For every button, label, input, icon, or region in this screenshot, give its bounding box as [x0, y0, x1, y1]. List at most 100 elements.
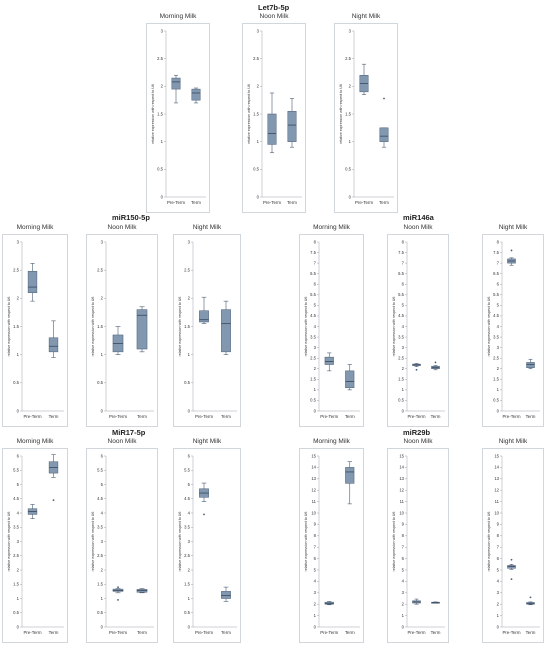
y-tick-label: 7 [402, 260, 405, 265]
y-tick-label: 9 [497, 522, 500, 527]
box-term [48, 454, 59, 502]
x-tick-label: Term [49, 630, 59, 635]
box-plot-svg: relative expression with respect to U6 0 1… [299, 448, 364, 643]
outlier-point [415, 368, 418, 371]
y-tick-label: 2.5 [184, 267, 190, 272]
y-tick-label: 3 [497, 345, 500, 350]
y-tick-label: 11 [400, 499, 405, 504]
y-tick-label: 4.5 [97, 496, 103, 501]
y-tick-label: 3.5 [13, 525, 19, 530]
panel-title: Morning Milk [313, 438, 350, 445]
y-tick-label: 3.5 [493, 334, 499, 339]
y-tick-label: 15 [399, 453, 404, 458]
x-tick-label: Pre-Term [355, 200, 373, 205]
y-tick-label: 2.5 [157, 56, 163, 61]
x-tick-label: Pre-Term [502, 630, 520, 635]
y-tick-label: 1.5 [97, 582, 103, 587]
y-tick-label: 1.5 [398, 377, 404, 382]
y-tick-label: 4.5 [310, 313, 316, 318]
box-plot-svg: relative expression with respect to U6 0 1… [387, 448, 449, 643]
x-tick-label: Term [221, 414, 231, 419]
plot-frame [387, 234, 449, 427]
x-tick-label: Term [137, 414, 147, 419]
y-tick-label: 1 [402, 387, 405, 392]
iqr-box [221, 591, 231, 599]
y-tick-label: 1.5 [345, 111, 351, 116]
box-plot-svg: relative expression with respect to U6 0 1… [482, 448, 544, 643]
box-preterm [412, 598, 421, 605]
iqr-box [287, 110, 297, 142]
y-tick-label: 1.5 [253, 111, 259, 116]
box-term [48, 320, 59, 358]
y-tick-label: 2 [349, 84, 352, 89]
y-tick-label: 4 [101, 510, 104, 515]
plot-frame [146, 23, 210, 213]
iqr-box [345, 370, 355, 389]
y-tick-label: 4 [402, 324, 405, 329]
box-preterm [507, 558, 516, 581]
group-title-mir29b: miR29b [403, 428, 431, 437]
y-tick-label: 0 [161, 194, 164, 199]
x-tick-label: Pre-Term [320, 414, 338, 419]
y-tick-label: 0 [17, 408, 20, 413]
plot-frame [2, 234, 68, 427]
y-tick-label: 1.5 [310, 377, 316, 382]
y-tick-label: 6 [402, 556, 405, 561]
outlier-point [117, 586, 119, 588]
y-tick-label: 6 [402, 282, 405, 287]
y-tick-label: 2 [402, 602, 405, 607]
y-tick-label: 2 [314, 602, 317, 607]
iqr-box [267, 113, 277, 145]
plot-frame [482, 448, 544, 643]
y-tick-label: 0.5 [253, 167, 259, 172]
x-tick-label: Term [526, 630, 536, 635]
y-tick-label: 1 [314, 387, 317, 392]
y-tick-label: 8 [497, 533, 500, 538]
iqr-box [221, 309, 231, 353]
y-axis-label: relative expression with respect to U6 [7, 297, 11, 357]
y-tick-label: 14 [399, 465, 404, 470]
x-tick-label: Pre-Term [502, 414, 520, 419]
y-tick-label: 4.5 [398, 313, 404, 318]
y-axis-label: relative expression with respect to U6 [178, 512, 182, 572]
panel-title: Noon Milk [259, 13, 289, 20]
box-preterm [199, 482, 209, 516]
outlier-point [52, 499, 55, 502]
y-axis-label: relative expression with respect to U6 [151, 84, 155, 144]
y-tick-label: 15 [494, 453, 499, 458]
chart-panel-13: Morning Milk relative expression with res… [299, 438, 364, 645]
y-tick-label: 0 [402, 408, 405, 413]
panel-title: Morning Milk [159, 13, 197, 20]
y-tick-label: 2 [188, 567, 191, 572]
chart-panel-8: Noon Milk relative expression with respec… [387, 224, 449, 429]
y-axis-label: relative expression with respect to U6 [304, 297, 308, 357]
x-tick-label: Term [287, 200, 297, 205]
x-tick-label: Pre-Term [407, 414, 425, 419]
y-tick-label: 0.5 [13, 610, 19, 615]
box-preterm [112, 586, 124, 601]
y-tick-label: 1.5 [157, 111, 163, 116]
y-tick-label: 3 [101, 539, 104, 544]
plot-frame [482, 234, 544, 427]
y-tick-label: 3 [161, 28, 164, 33]
y-tick-label: 11 [495, 499, 500, 504]
plot-frame [334, 23, 398, 213]
y-tick-label: 0 [17, 624, 20, 629]
y-tick-label: 2.5 [97, 553, 103, 558]
y-tick-label: 2 [497, 366, 500, 371]
y-tick-label: 3.5 [184, 525, 190, 530]
y-tick-label: 6 [188, 453, 191, 458]
box-preterm [27, 504, 38, 519]
y-tick-label: 2.5 [13, 553, 19, 558]
y-tick-label: 8 [314, 239, 317, 244]
iqr-box [27, 271, 38, 293]
y-tick-label: 4 [402, 579, 405, 584]
y-tick-label: 1 [17, 352, 20, 357]
y-tick-label: 13 [311, 476, 316, 481]
iqr-box [526, 362, 535, 368]
box-term [136, 306, 148, 353]
y-tick-label: 15 [311, 453, 316, 458]
y-tick-label: 2 [161, 84, 164, 89]
group-title-mir146a: miR146a [403, 213, 434, 222]
